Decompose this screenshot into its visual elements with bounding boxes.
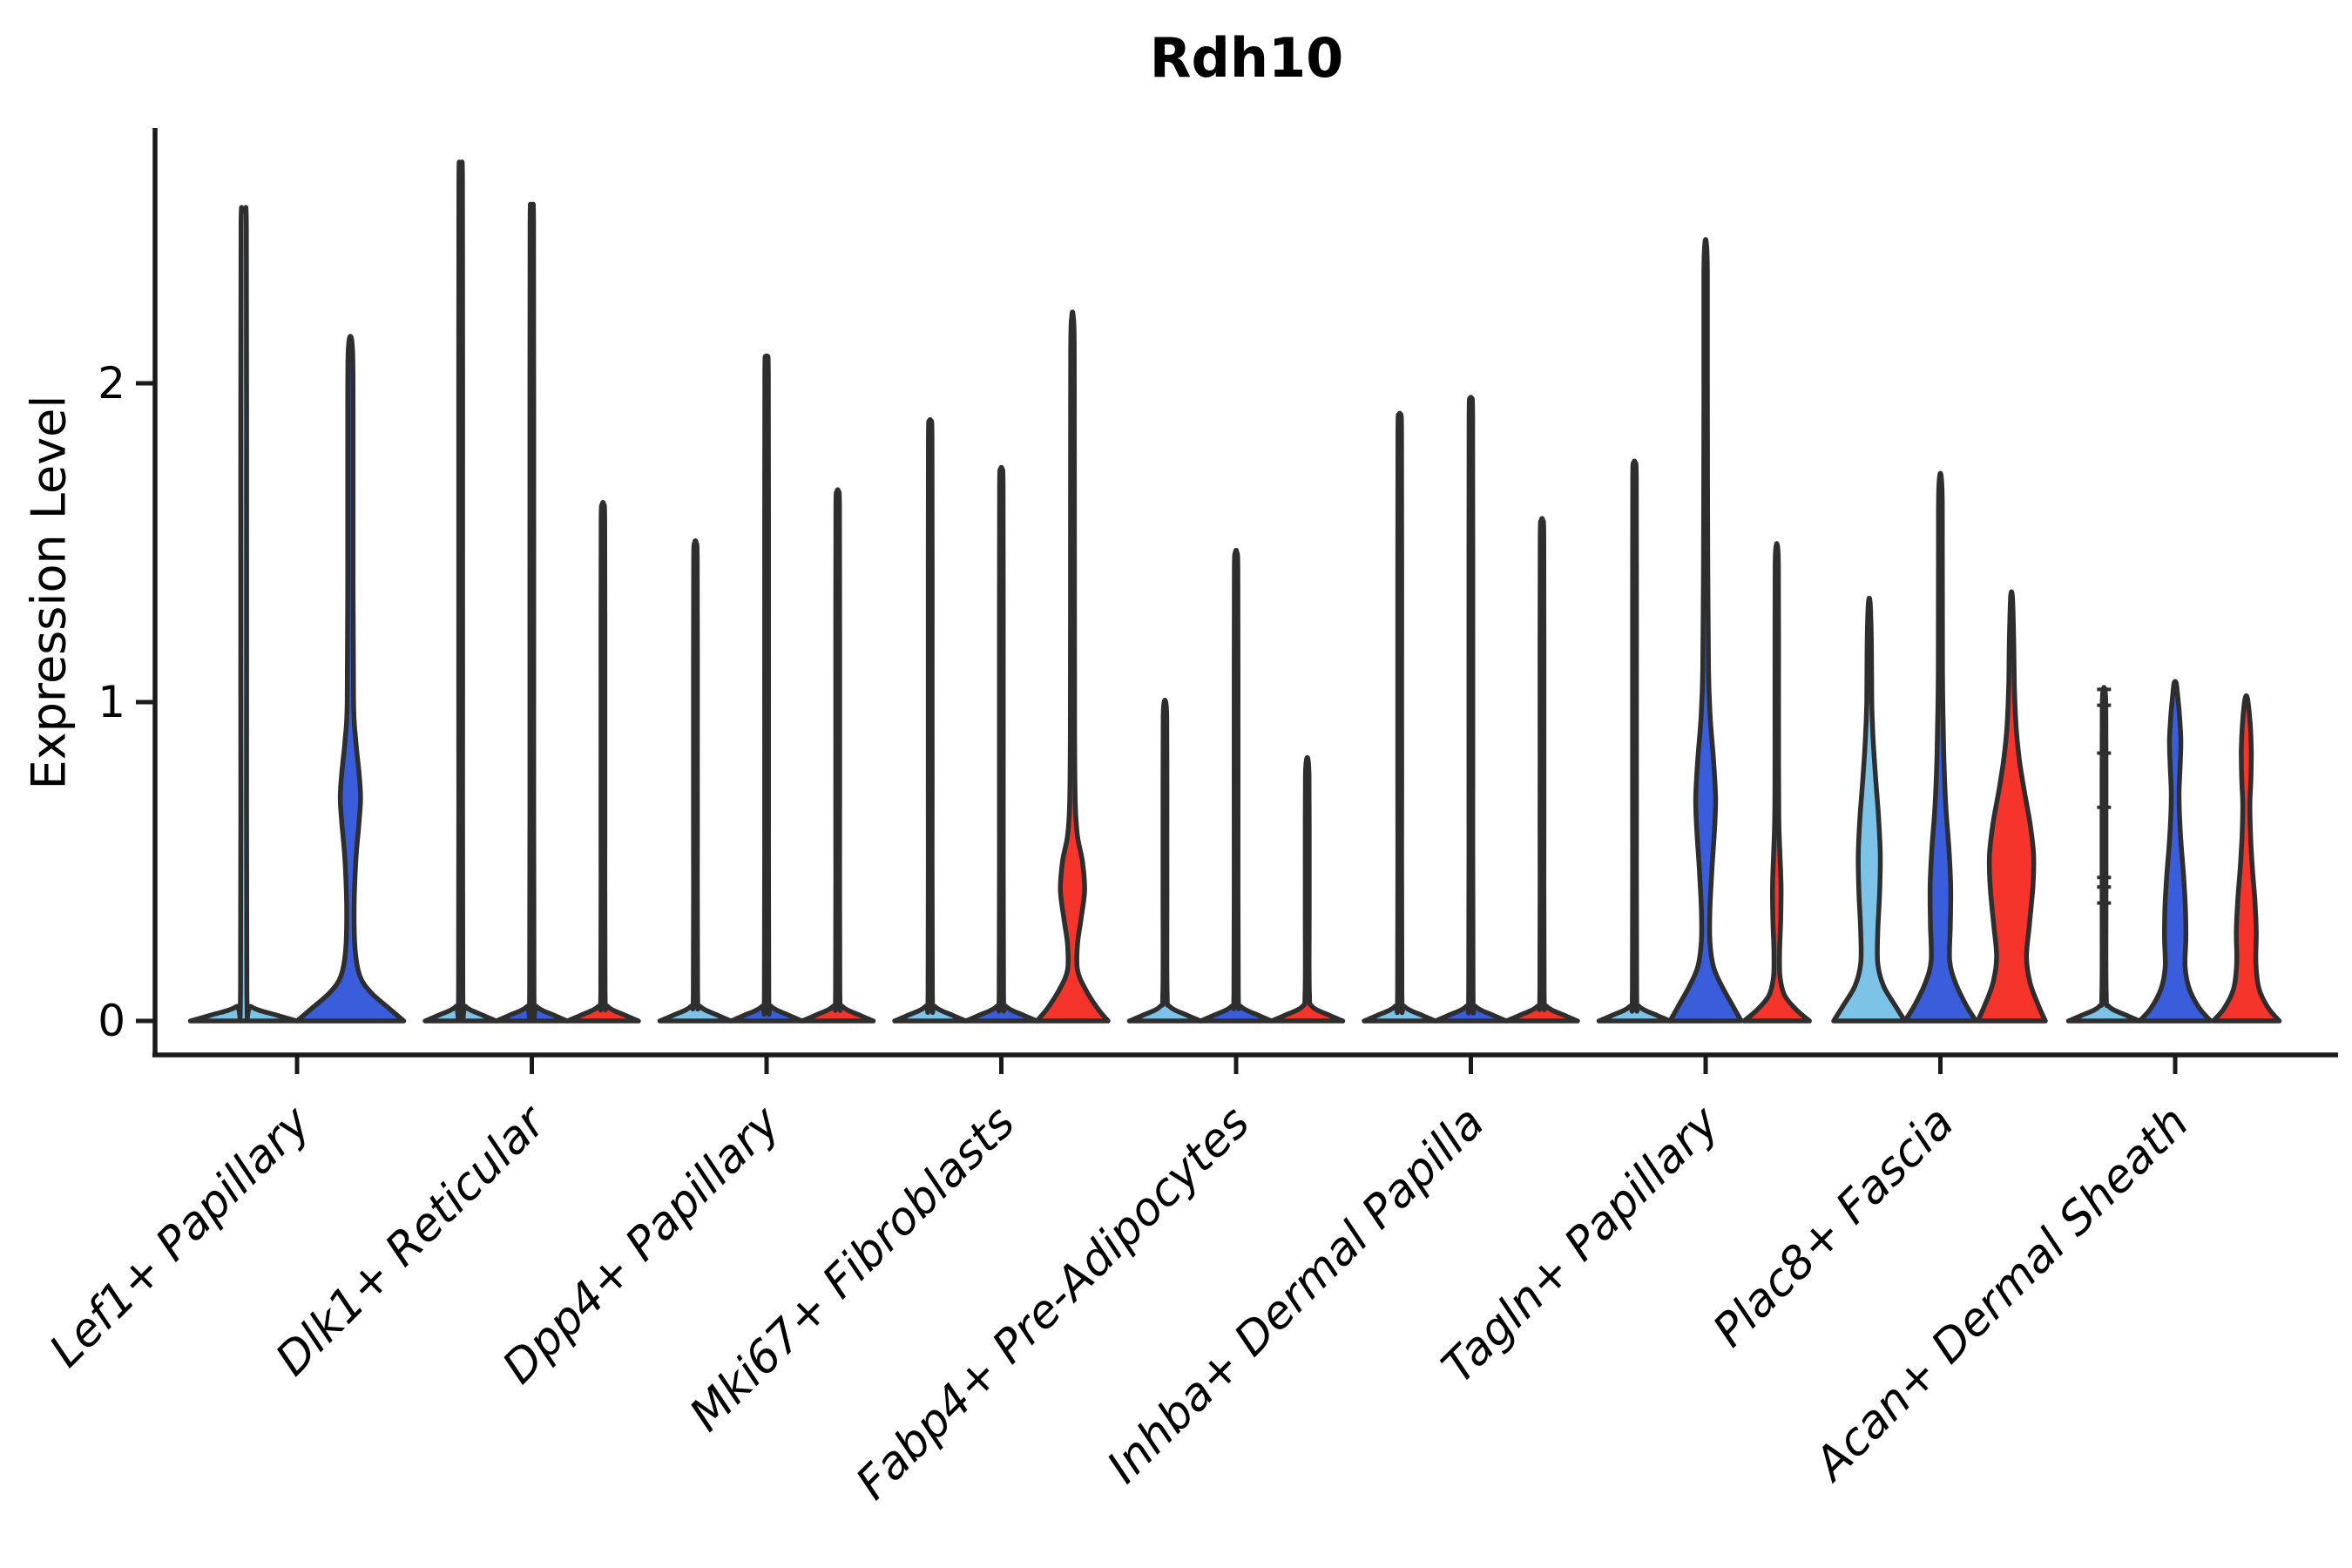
violin-2-3	[564, 500, 641, 1024]
chart-title: Rdh10	[1149, 26, 1344, 90]
violin-1-2	[294, 334, 407, 1024]
violin-1-1	[187, 205, 300, 1024]
violin-8-3	[1975, 589, 2048, 1024]
violin-5-1	[1126, 698, 1203, 1024]
x-category-label: Acan+ Dermal Sheath	[1803, 1097, 2199, 1492]
violin-2-1	[422, 159, 499, 1024]
violin-5-2	[1198, 547, 1274, 1024]
violin-3-1	[657, 538, 733, 1024]
violin-4-1	[892, 416, 969, 1024]
violin-7-3	[1741, 541, 1812, 1024]
violin-2-2	[493, 201, 571, 1024]
x-category-label: Plac8+ Fascia	[1703, 1097, 1963, 1357]
violin-8-2	[1902, 470, 1979, 1024]
y-tick-label: 0	[98, 996, 125, 1046]
x-category-label: Inhba+ Dermal Papilla	[1098, 1097, 1495, 1494]
violin-9-3	[2210, 693, 2282, 1024]
y-tick-label: 1	[98, 677, 125, 727]
violin-6-2	[1432, 395, 1510, 1024]
violin-8-1	[1831, 595, 1908, 1024]
x-category-label: Fabp4+ Pre-Adipocytes	[847, 1097, 1260, 1511]
violin-4-3	[1034, 309, 1111, 1024]
violin-3-2	[728, 353, 805, 1024]
violin-7-2	[1667, 237, 1744, 1024]
y-tick-label: 2	[98, 358, 125, 409]
violin-6-3	[1504, 516, 1580, 1024]
violin-9-1	[2065, 685, 2142, 1024]
violin-3-3	[800, 487, 876, 1024]
violin-7-1	[1596, 458, 1673, 1024]
violin-4-2	[963, 464, 1040, 1024]
y-axis-label: Expression Level	[21, 395, 77, 790]
violin-5-3	[1269, 754, 1346, 1024]
violin-9-2	[2137, 679, 2213, 1024]
violin-6-1	[1362, 410, 1438, 1024]
